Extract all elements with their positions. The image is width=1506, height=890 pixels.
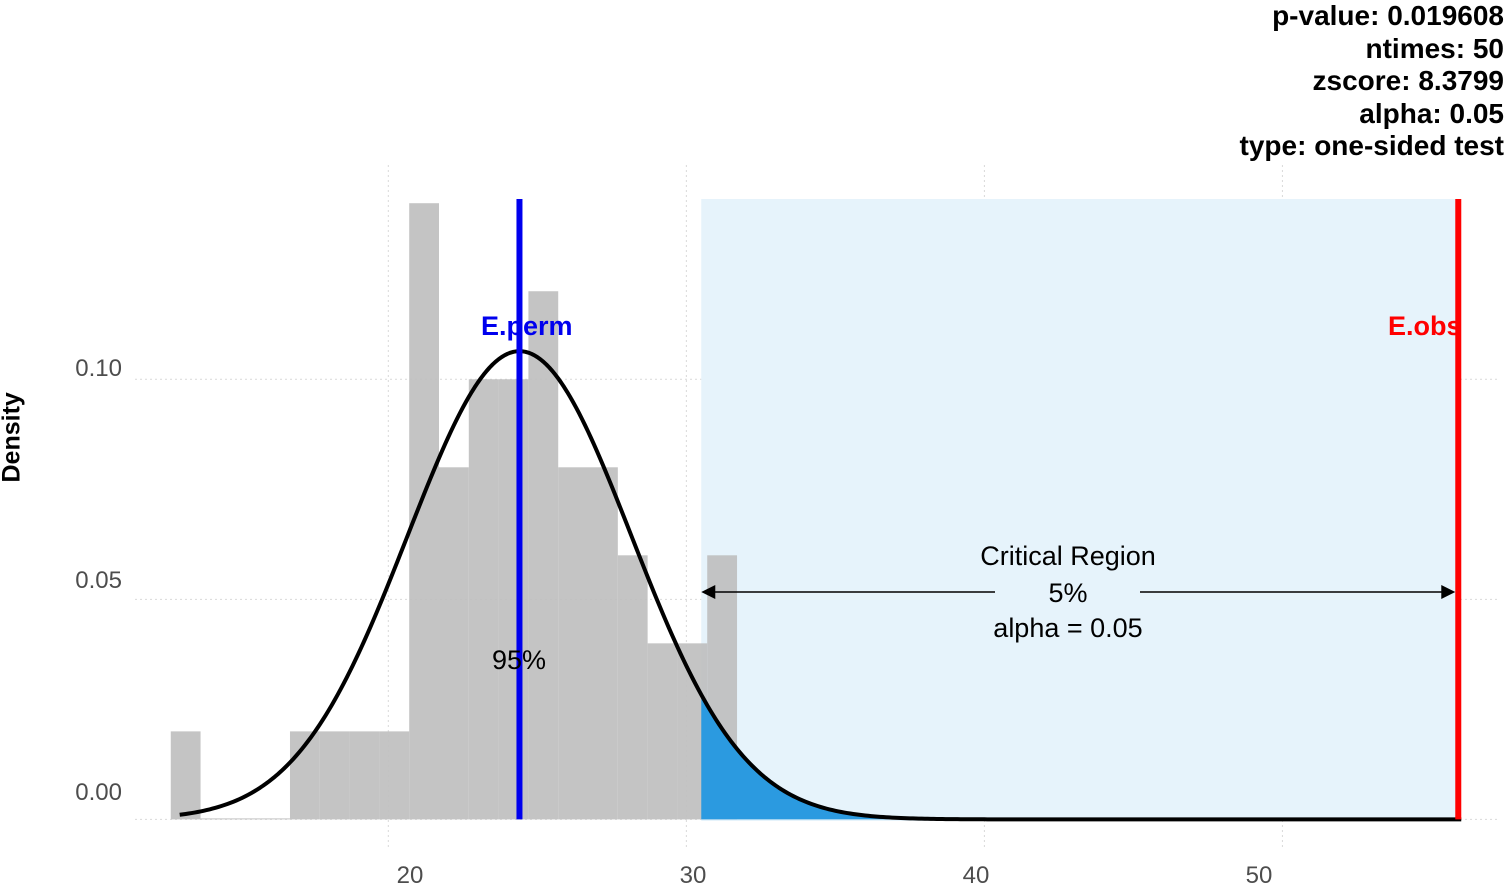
density-curve (179, 349, 1462, 822)
critical-region-arrow (701, 585, 1456, 599)
histogram-bar (260, 818, 290, 820)
tail-area-layer (701, 694, 1459, 820)
reference-lines (516, 199, 1462, 820)
arrow-head-right (1441, 585, 1456, 599)
x-tick-label: 50 (1245, 862, 1273, 889)
histogram-bar (588, 467, 618, 820)
histogram-bar (230, 818, 261, 820)
critical-region-area (701, 199, 1459, 821)
e-perm-label: E.perm (481, 311, 573, 341)
x-tick-label: 40 (962, 862, 990, 889)
p-value-text: p-value: 0.019608 (1272, 0, 1504, 31)
histogram-bar (409, 203, 439, 820)
y-tick-label: 0.05 (75, 567, 122, 594)
test-statistics: p-value: 0.019608 ntimes: 50 zscore: 8.3… (1240, 0, 1504, 163)
histogram-bar (379, 731, 410, 820)
histogram-bar (170, 731, 201, 820)
histogram-bar (498, 379, 529, 820)
test-type-text: type: one-sided test (1239, 130, 1504, 161)
zscore-text: zscore: 8.3799 (1312, 65, 1504, 96)
x-tick-label: 20 (396, 862, 424, 889)
histogram-bar (200, 818, 231, 820)
histogram-bar (528, 291, 559, 820)
histogram-bar (558, 467, 589, 820)
histogram-bar (468, 379, 499, 820)
critical-region-layer (701, 199, 1459, 821)
histogram-bar (647, 643, 678, 820)
y-tick-label: 0.00 (75, 779, 122, 806)
histogram-bar (319, 731, 350, 820)
histogram-bar (349, 731, 380, 820)
acceptance-percent-label: 95% (492, 645, 547, 675)
tail-area (701, 694, 1459, 820)
ntimes-text: ntimes: 50 (1365, 32, 1505, 64)
histogram-bar (617, 555, 648, 820)
alpha-text: alpha: 0.05 (1359, 97, 1504, 129)
density-curve-layer (179, 349, 1462, 822)
critical-region-alpha: alpha = 0.05 (993, 613, 1143, 643)
histogram-bar (438, 467, 469, 820)
arrow-head-left (701, 585, 716, 599)
critical-region-title: Critical Region (980, 541, 1156, 571)
critical-region-percent: 5% (1048, 578, 1088, 608)
histogram-bars (170, 203, 738, 820)
y-axis-label: Density (0, 392, 26, 483)
y-tick-label: 0.10 (75, 355, 122, 382)
x-tick-label: 30 (679, 862, 707, 889)
e-obs-label: E.obs (1388, 311, 1462, 341)
